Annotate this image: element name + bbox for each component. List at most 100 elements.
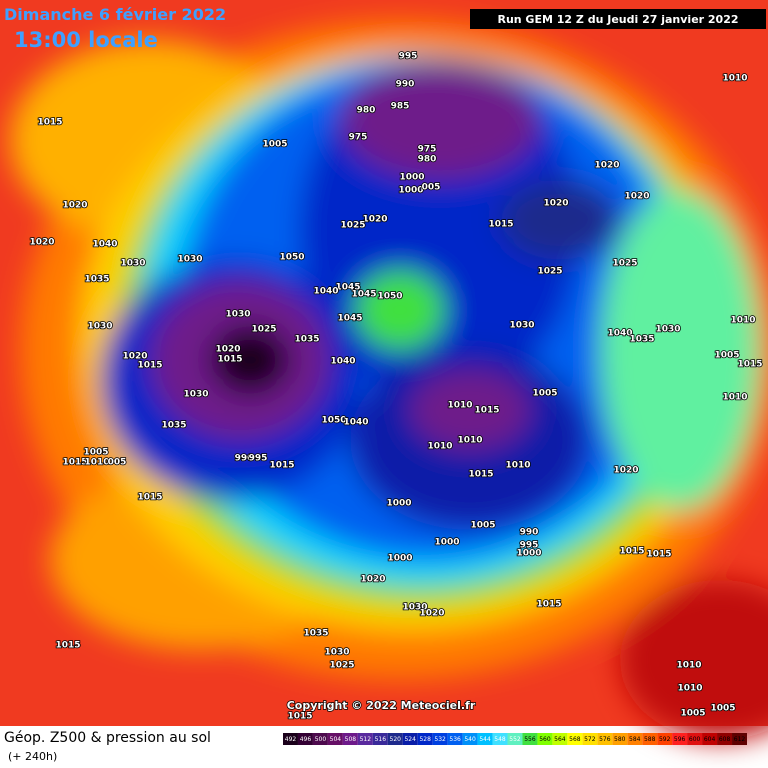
colorbar-label: 524 (404, 736, 416, 743)
pressure-label: 1010 (427, 442, 452, 452)
colorbar-swatch (537, 733, 553, 745)
pressure-label: 1030 (324, 648, 349, 658)
colorbar-swatch (702, 733, 718, 745)
pressure-label: 1025 (537, 267, 562, 277)
pressure-label: 995 (520, 541, 539, 551)
pressure-label: 1015 (37, 118, 62, 128)
colorbar-label: 520 (390, 736, 402, 743)
colorbar-label: 528 (419, 736, 431, 743)
pressure-label: 1015 (474, 406, 499, 416)
pressure-label: 1010 (457, 436, 482, 446)
pressure-label: 1020 (624, 192, 649, 202)
pressure-label: 1030 (87, 322, 112, 332)
pressure-label: 980 (418, 155, 437, 165)
pressure-label: 1025 (251, 325, 276, 335)
pressure-label: 975 (349, 133, 368, 143)
colorbar-label: 560 (539, 736, 551, 743)
pressure-label: 980 (357, 106, 376, 116)
title: Dimanche 6 février 2022 (4, 5, 226, 24)
colorbar-label: 600 (689, 736, 701, 743)
pressure-label: 1005 (532, 389, 557, 399)
pressure-label: 1050 (377, 292, 402, 302)
pressure-label: 1010 (722, 393, 747, 403)
pressure-label: 1000 (387, 554, 412, 564)
colorbar-label: 536 (449, 736, 461, 743)
colorbar-swatch (283, 733, 298, 745)
colorbar-swatch (657, 733, 673, 745)
colorbar-label: 508 (345, 736, 357, 743)
colorbar-swatch (492, 733, 508, 745)
pressure-label: 1005 (680, 709, 705, 719)
pressure-label: 1020 (594, 161, 619, 171)
pressure-label: 1020 (543, 199, 568, 209)
colorbar-label: 572 (584, 736, 596, 743)
pressure-label: 1005 (83, 448, 108, 458)
colorbar-label: 516 (375, 736, 387, 743)
pressure-label: 1030 (177, 255, 202, 265)
pressure-label: 1005 (714, 351, 739, 361)
pressure-label: 1020 (362, 215, 387, 225)
colorbar-label: 512 (360, 736, 372, 743)
colorbar-swatch (417, 733, 433, 745)
pressure-label: 1005 (262, 140, 287, 150)
pressure-label: 975 (418, 145, 437, 155)
pressure-label: 1015 (646, 550, 671, 560)
colorbar-label: 588 (644, 736, 656, 743)
colorbar-swatch (357, 733, 373, 745)
pressure-label: 1035 (84, 275, 109, 285)
colorbar-label: 504 (330, 736, 342, 743)
pressure-label: 1020 (360, 575, 385, 585)
colorbar-swatch (507, 733, 523, 745)
pressure-label: 1020 (62, 201, 87, 211)
pressure-label: 005 (108, 458, 127, 468)
pressure-label: 1035 (294, 335, 319, 345)
pressure-label: 1025 (340, 221, 365, 231)
pressure-label: 1015 (287, 712, 312, 722)
pressure-label: 1030 (402, 603, 427, 613)
pressure-label: 1020 (613, 466, 638, 476)
pressure-label: 1000 (398, 186, 423, 196)
colorbar-label: 584 (629, 736, 641, 743)
pressure-label: 1040 (607, 329, 632, 339)
colorbar-swatch (372, 733, 388, 745)
pressure-label: 1005 (470, 521, 495, 531)
colorbar-swatch (717, 733, 733, 745)
pressure-label: 1030 (120, 259, 145, 269)
pressure-label: 1025 (329, 661, 354, 671)
legend-title: Géop. Z500 & pression au sol (4, 730, 211, 746)
pressure-label: 1000 (434, 538, 459, 548)
pressure-label: 1035 (161, 421, 186, 431)
colorbar-swatch (732, 733, 747, 745)
colorbar-label: 496 (300, 736, 312, 743)
pressure-label: 1035 (629, 335, 654, 345)
pressure-label: 1020 (215, 345, 240, 355)
pressure-label: 990 (396, 80, 415, 90)
run-box (470, 9, 766, 29)
pressure-label: 1015 (536, 600, 561, 610)
colorbar-label: 608 (719, 736, 731, 743)
colorbar-label: 596 (674, 736, 686, 743)
colorbar-swatch (597, 733, 613, 745)
pressure-label: 1015 (137, 361, 162, 371)
pressure-label: 1015 (55, 641, 80, 651)
colorbar-label: 592 (659, 736, 671, 743)
pressure-label: 995 (399, 52, 418, 62)
colorbar-label: 564 (554, 736, 566, 743)
colorbar-swatch (327, 733, 343, 745)
subtitle: 13:00 locale (14, 28, 158, 52)
pressure-label: 1045 (337, 314, 362, 324)
colorbar-swatch (672, 733, 688, 745)
pressure-label: 1020 (29, 238, 54, 248)
colorbar-label: 604 (704, 736, 716, 743)
pressure-label: 1040 (313, 287, 338, 297)
geopotential-field (10, 20, 768, 740)
pressure-label: 1025 (612, 259, 637, 269)
pressure-label: 1020 (419, 609, 444, 619)
pressure-label: 1045 (335, 283, 360, 293)
pressure-label: 1030 (183, 390, 208, 400)
pressure-label: 1020 (122, 352, 147, 362)
pressure-label: 005 (422, 183, 441, 193)
pressure-label: 1015 (62, 458, 87, 468)
pressure-label: 1030 (655, 325, 680, 335)
